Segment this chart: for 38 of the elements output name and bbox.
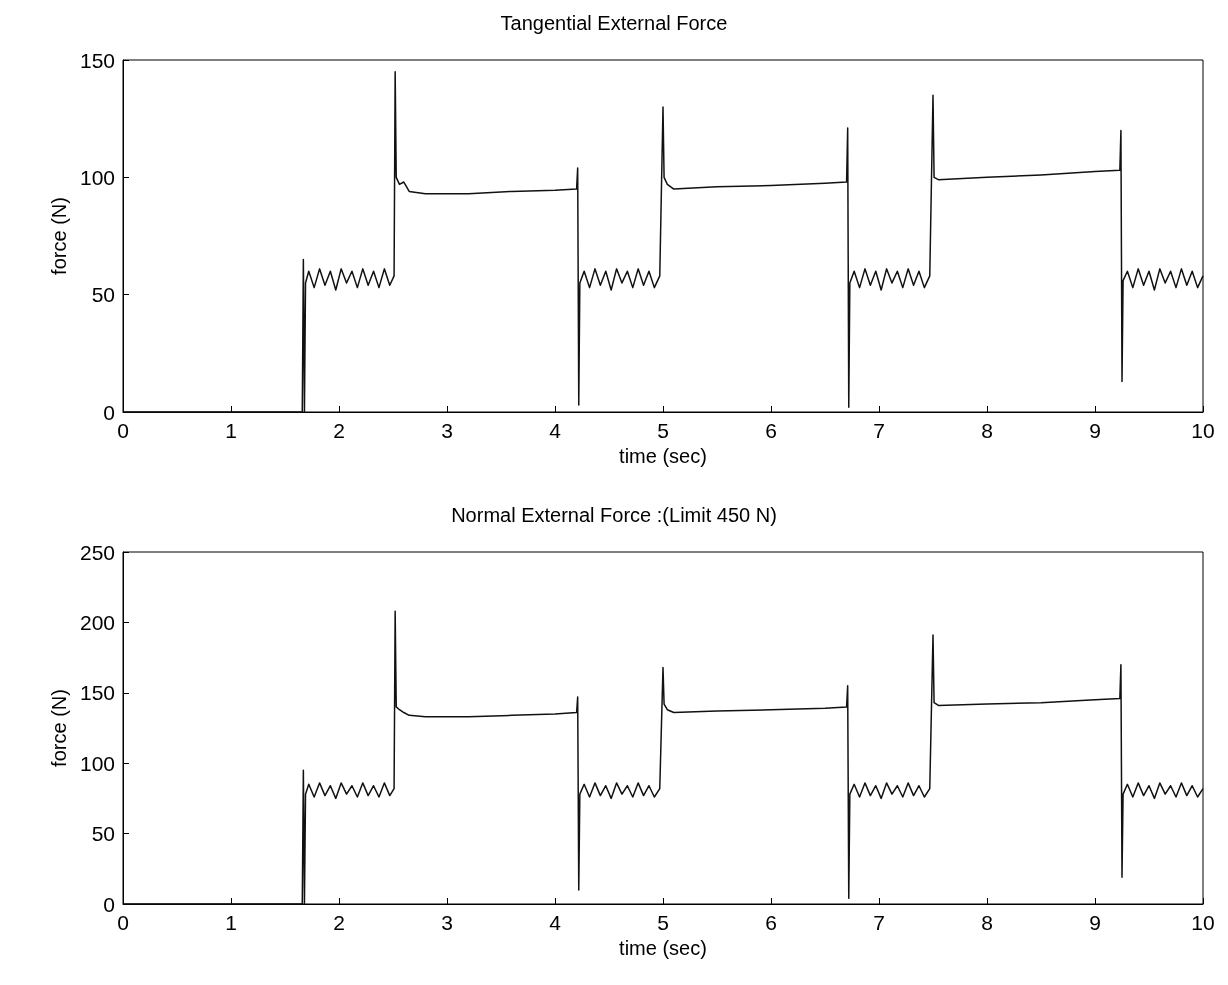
- x-axis-title: time (sec): [619, 444, 707, 467]
- x-tick-label: 7: [873, 911, 885, 934]
- x-tick-label: 6: [765, 911, 777, 934]
- x-tick-label: 10: [1191, 419, 1215, 442]
- y-tick-label: 0: [103, 892, 115, 916]
- y-axis-title: force (N): [48, 689, 71, 767]
- x-tick-label: 10: [1191, 911, 1215, 934]
- x-tick-label: 6: [765, 419, 777, 442]
- y-tick-label: 200: [79, 610, 115, 634]
- x-tick-label: 1: [225, 911, 237, 934]
- y-tick-label: 100: [79, 751, 115, 775]
- y-axis-title: force (N): [48, 197, 71, 275]
- y-tick-label: 150: [79, 681, 115, 705]
- chart-title: Normal External Force :(Limit 450 N): [451, 504, 777, 526]
- x-tick-label: 0: [117, 419, 129, 442]
- chart-title: Tangential External Force: [500, 12, 728, 34]
- y-tick-label: 50: [91, 822, 115, 846]
- x-tick-label: 9: [1089, 419, 1101, 442]
- x-tick-label: 1: [225, 419, 237, 442]
- x-tick-label: 5: [657, 419, 669, 442]
- x-tick-label: 4: [549, 419, 562, 442]
- x-axis-title: time (sec): [619, 936, 707, 959]
- y-tick-label: 250: [79, 540, 115, 564]
- x-tick-label: 3: [441, 419, 453, 442]
- y-tick-label: 50: [91, 283, 115, 307]
- y-tick-label: 100: [79, 165, 115, 189]
- x-tick-label: 8: [981, 419, 993, 442]
- x-tick-label: 4: [549, 911, 562, 934]
- x-tick-label: 8: [981, 911, 993, 934]
- x-tick-label: 7: [873, 419, 885, 442]
- x-tick-label: 2: [333, 911, 345, 934]
- x-tick-label: 3: [441, 911, 453, 934]
- x-tick-label: 5: [657, 911, 669, 934]
- x-tick-label: 9: [1089, 911, 1101, 934]
- y-tick-label: 0: [103, 400, 115, 424]
- x-tick-label: 2: [333, 419, 345, 442]
- x-tick-label: 0: [117, 911, 129, 934]
- y-tick-label: 150: [79, 48, 115, 72]
